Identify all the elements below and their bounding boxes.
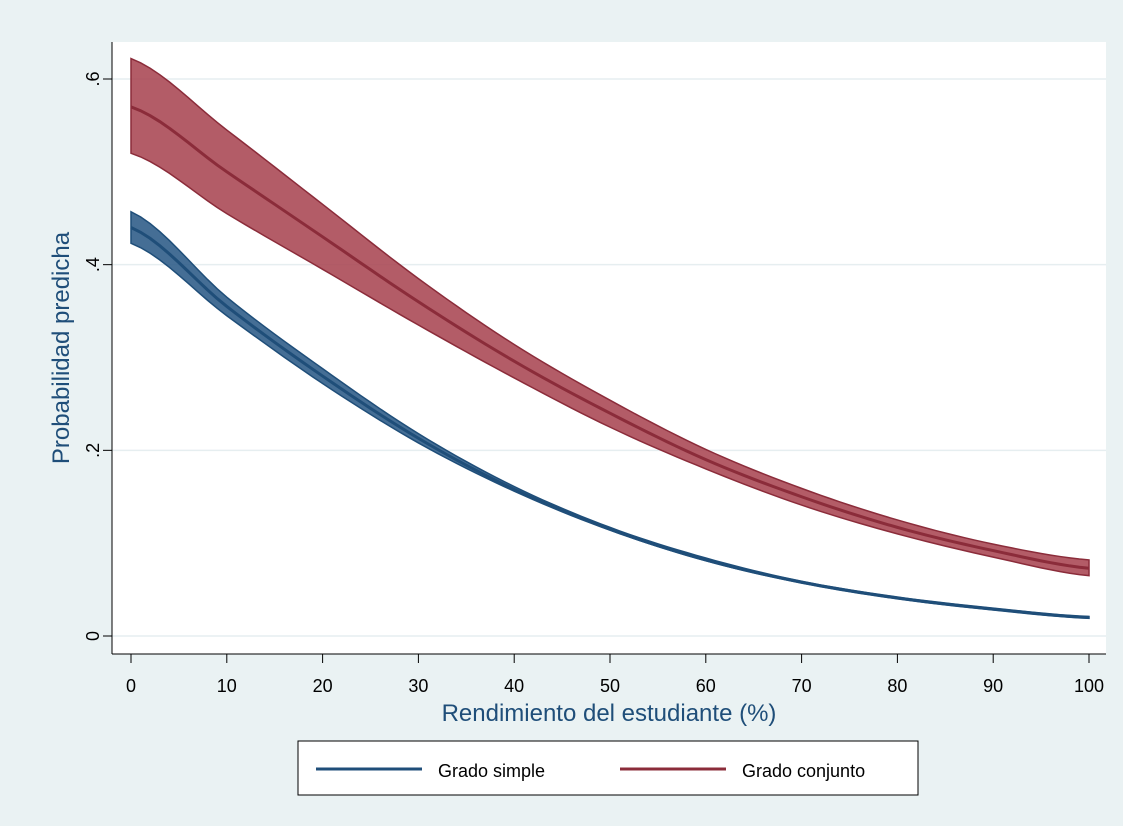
x-tick-label: 70 [792,676,812,696]
x-tick-label: 10 [217,676,237,696]
legend-label-grado-conjunto: Grado conjunto [742,761,865,781]
x-tick-label: 60 [696,676,716,696]
y-axis-title: Probabilidad predicha [48,231,75,464]
x-tick-label: 100 [1074,676,1104,696]
x-tick-label: 40 [504,676,524,696]
x-axis-title: Rendimiento del estudiante (%) [442,700,777,727]
legend: Grado simple Grado conjunto [298,741,918,795]
x-tick-label: 0 [126,676,136,696]
y-tick-label: .4 [83,257,103,272]
x-tick-label: 30 [408,676,428,696]
x-tick-label: 80 [887,676,907,696]
y-tick-label: .2 [83,443,103,458]
x-tick-label: 90 [983,676,1003,696]
x-tick-label: 50 [600,676,620,696]
y-tick-label: 0 [83,631,103,641]
legend-label-grado-simple: Grado simple [438,761,545,781]
x-tick-label: 20 [313,676,333,696]
plot-area-background [112,42,1106,654]
y-tick-label: .6 [83,71,103,86]
